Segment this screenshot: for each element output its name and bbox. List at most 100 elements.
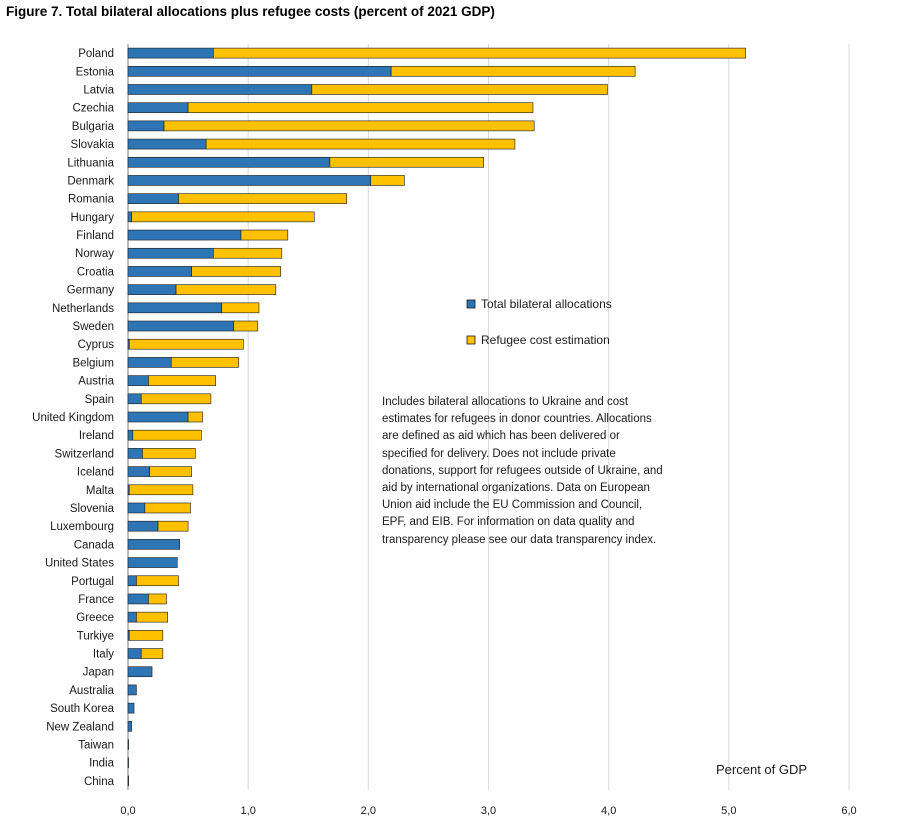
y-tick-label: Canada	[74, 539, 115, 551]
bar-refugee	[170, 357, 239, 368]
y-tick-label: Denmark	[67, 175, 114, 187]
bars	[127, 47, 746, 787]
bar-allocations	[127, 611, 137, 623]
bar-refugee	[157, 520, 189, 532]
bar-refugee	[233, 320, 259, 332]
bar-allocations	[127, 193, 179, 204]
y-tick-label: Austria	[78, 376, 114, 388]
bar-refugee	[213, 47, 746, 59]
bar-allocations	[127, 302, 223, 314]
bar-allocations	[127, 120, 165, 132]
x-tick-label: 1,0	[241, 805, 256, 817]
bar-refugee	[178, 193, 348, 204]
bar-refugee	[370, 175, 405, 186]
y-tick-label: Japan	[83, 667, 114, 679]
bar-allocations	[127, 757, 129, 769]
y-tick-label: France	[78, 594, 114, 606]
bar-allocations	[127, 575, 137, 587]
bar-refugee	[390, 65, 636, 77]
bar-allocations	[127, 211, 132, 223]
y-tick-label: Iceland	[77, 467, 114, 479]
bar-allocations	[127, 666, 153, 678]
chart-title: Figure 7. Total bilateral allocations pl…	[6, 4, 495, 19]
legend-label-allocations: Total bilateral allocations	[481, 297, 612, 311]
y-tick-label: Ireland	[79, 430, 114, 442]
x-tick-label: 4,0	[601, 805, 616, 817]
bar-refugee	[175, 284, 277, 295]
x-tick-label: 3,0	[481, 805, 496, 817]
x-tick-label: 5,0	[721, 805, 736, 817]
bar-refugee	[128, 630, 164, 641]
bar-allocations	[127, 411, 189, 423]
bar-allocations	[127, 593, 149, 605]
y-tick-label: Netherlands	[52, 303, 114, 315]
bar-refugee	[163, 120, 535, 132]
bar-allocations	[127, 375, 149, 386]
bar-refugee	[329, 156, 484, 168]
bar-allocations	[127, 247, 214, 259]
y-tick-label: Cyprus	[78, 339, 115, 351]
y-tick-label: India	[89, 758, 115, 770]
bar-allocations	[127, 539, 180, 550]
bar-allocations	[127, 466, 150, 477]
bar-allocations	[127, 702, 135, 714]
bar-allocations	[127, 102, 189, 113]
bar-refugee	[136, 575, 179, 587]
y-tick-label: United States	[45, 558, 114, 570]
bar-allocations	[127, 156, 331, 168]
chart-note: Includes bilateral allocations to Ukrain…	[382, 396, 663, 546]
y-tick-label: Romania	[68, 194, 115, 206]
y-tick-label: Turkiye	[77, 630, 114, 642]
y-tick-label: Greece	[76, 612, 114, 624]
y-tick-label: Portugal	[71, 576, 114, 588]
bar-refugee	[311, 84, 608, 95]
y-tick-label: Norway	[75, 248, 114, 260]
bar-refugee	[140, 393, 212, 405]
bar-refugee	[128, 338, 244, 350]
bar-allocations	[127, 320, 235, 332]
bar-refugee	[136, 611, 168, 623]
y-tick-label: Croatia	[77, 266, 115, 278]
y-tick-label: Spain	[85, 394, 114, 406]
bar-allocations	[127, 684, 137, 696]
y-tick-label: Poland	[78, 48, 114, 60]
bar-refugee	[191, 266, 281, 277]
bar-allocations	[127, 648, 142, 659]
bar-refugee	[128, 484, 194, 496]
legend-swatch-allocations	[466, 299, 476, 309]
y-tick-label: Bulgaria	[72, 121, 115, 133]
bar-allocations	[127, 229, 242, 241]
y-tick-label: Sweden	[72, 321, 114, 333]
legend-swatch-refugee	[466, 335, 476, 345]
x-axis-title: Percent of GDP	[716, 762, 807, 777]
bar-refugee	[148, 593, 167, 605]
bar-refugee	[140, 648, 164, 659]
bar-allocations	[127, 284, 177, 295]
y-tick-label: Lithuania	[67, 157, 114, 169]
x-tick-labels: 0,0 1,0 2,0 3,0 4,0 5,0 6,0	[120, 805, 856, 817]
y-tick-label: South Korea	[50, 703, 115, 715]
y-tick-label: Slovenia	[70, 503, 115, 515]
y-tick-label: Slovakia	[71, 139, 115, 151]
bar-allocations	[127, 429, 134, 441]
bar-allocations	[127, 721, 132, 732]
x-tick-label: 6,0	[841, 805, 856, 817]
bar-refugee	[149, 466, 192, 477]
bar-allocations	[127, 47, 214, 59]
bar-allocations	[127, 393, 142, 405]
legend: Total bilateral allocations Refugee cost…	[466, 297, 612, 347]
bar-refugee	[131, 211, 315, 223]
bar-allocations	[127, 775, 129, 787]
y-tick-labels: Poland Estonia Latvia Czechia Bulgaria Slovak…	[32, 48, 114, 788]
bar-refugee	[205, 138, 516, 150]
bar-allocations	[127, 502, 146, 514]
y-tick-label: United Kingdom	[32, 412, 114, 424]
y-tick-label: China	[84, 776, 115, 788]
bar-refugee	[187, 102, 534, 113]
bar-refugee	[240, 229, 289, 241]
y-tick-label: Finland	[76, 230, 114, 242]
bar-allocations	[127, 557, 178, 568]
bar-allocations	[127, 65, 392, 77]
y-tick-label: Australia	[69, 685, 114, 697]
